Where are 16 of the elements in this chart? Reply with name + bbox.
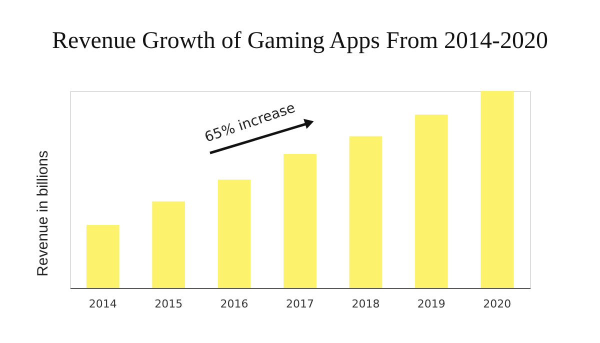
x-tick-label: 2020 [483,298,512,310]
bar [86,224,120,288]
bar [152,201,185,288]
bar [218,180,251,288]
x-tick-label: 2018 [352,298,380,310]
bar [415,114,448,288]
bar [349,136,382,288]
y-axis-title: Revenue in billions [34,150,52,276]
x-tick-label: 2017 [286,298,314,310]
bar [480,91,514,288]
bar [284,154,316,288]
x-tick-label: 2014 [88,298,117,310]
x-tick-label: 2016 [220,298,248,310]
x-tick-label: 2019 [417,298,446,310]
x-tick-label: 2015 [154,298,183,310]
chart-title: Revenue Growth of Gaming Apps From 2014-2020 [52,28,548,54]
